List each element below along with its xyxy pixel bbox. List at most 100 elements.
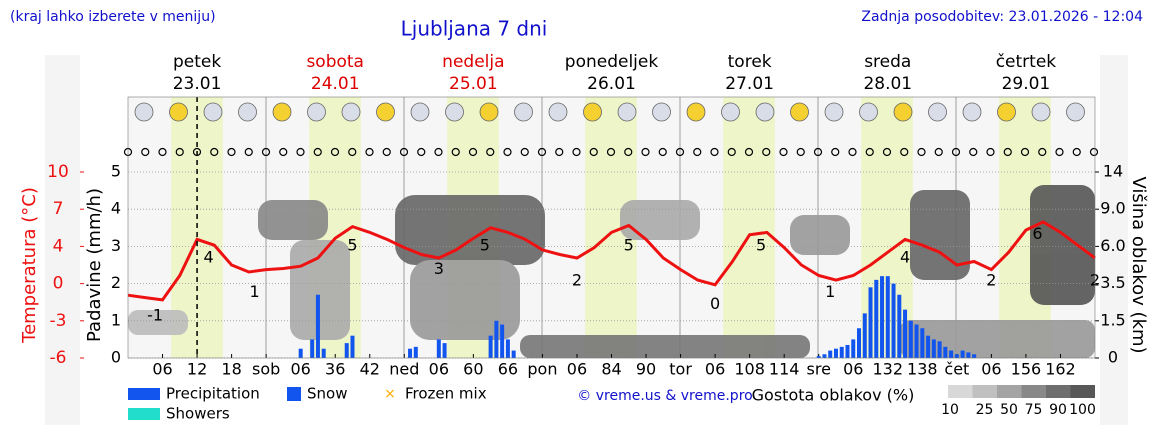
precip-bar [943,346,948,358]
wind-symbol [813,147,823,157]
right-axis-panel [1100,55,1128,425]
cloud [258,200,328,240]
weather-icon [445,102,464,122]
weather-icon [169,102,188,122]
cloud [410,260,520,340]
x-tick-label: sob [252,360,280,379]
precip-bar [966,352,971,358]
cloud [395,195,545,265]
wind-symbol [900,147,909,157]
wind-symbol [141,147,150,157]
precip-bar [926,335,931,358]
precip-bar [908,320,913,358]
wind-symbol [555,147,564,157]
wind-symbol [675,147,685,157]
weather-icon [203,102,223,122]
x-tick-label: 42 [360,360,380,379]
wind-symbol [1003,147,1012,157]
chart-title: Ljubljana 7 dni [401,17,548,41]
x-tick-label: 06 [152,360,172,379]
temp-axis-panel [45,55,80,425]
wind-symbol [744,147,754,157]
wind-symbol [468,147,478,157]
precip-bar [442,343,447,358]
wind-symbol [330,147,340,157]
cloud-tick-label: 1.5 [1100,310,1125,329]
x-tick-label: 108 [734,360,765,379]
x-tick-label: 06 [981,360,1001,379]
wind-symbol [710,147,719,157]
wind-symbol [158,147,167,157]
temp-extreme-label: 5 [756,236,766,255]
wind-symbol [417,147,426,157]
temp-extreme-label: 2 [986,271,996,290]
x-tick-label: 90 [636,360,656,379]
precip-bar [315,294,320,358]
precip-bar [822,354,827,358]
x-tick-label: tor [669,360,692,379]
precip-bar [310,339,315,358]
wind-symbol [434,147,443,157]
wind-symbol [261,147,271,157]
wind-symbol [451,147,460,157]
wind-symbol [175,147,184,157]
weather-icon [859,102,878,122]
weather-icon [1031,102,1051,122]
precip-bar [897,294,902,358]
temp-axis-label: Temperatura (°C) [19,187,40,344]
precip-bar [494,320,499,358]
wind-symbol [1089,147,1099,157]
day-date: 25.01 [449,74,498,94]
day-date: 24.01 [311,74,360,94]
wind-symbol [969,147,978,157]
precip-bar [960,350,965,358]
weather-icon [721,102,740,122]
precip-tick-label: 5 [111,162,121,181]
x-tick-label: 156 [1011,360,1042,379]
precip-bar [845,344,850,358]
precip-tick-label: 1 [111,310,121,329]
x-tick-label: 36 [325,360,345,379]
precip-bar [874,279,879,358]
density-tick-label: 75 [1025,402,1043,418]
density-swatch [948,385,973,398]
precip-bar [885,276,890,358]
wind-symbol [296,147,305,157]
x-tick-label: 162 [1045,360,1076,379]
density-swatch [972,385,997,398]
weather-icon [617,102,637,122]
precip-bar [949,350,954,358]
temp-extreme-label: 1 [825,282,835,301]
wind-symbol [796,147,805,157]
cloud [520,335,810,358]
weather-icon [686,102,706,122]
wind-symbol [882,147,892,157]
day-name: četrtek [996,52,1057,72]
cloud [900,320,1095,358]
wind-symbol [1038,147,1047,157]
cloud [620,200,700,240]
day-name: nedelja [442,52,504,72]
legend-label: Precipitation [166,385,260,403]
x-tick-label: 60 [463,360,483,379]
precip-bar [972,354,977,358]
precip-bar [408,348,413,358]
cloud-tick-label: 14 [1103,162,1123,181]
temp-tick-label: -3 [50,311,67,331]
weather-icon [652,102,671,122]
legend-swatch: × [384,386,396,402]
x-tick-label: 06 [429,360,449,379]
temp-tick-label: 10 [47,162,69,182]
precip-bar [321,348,326,358]
x-tick-label: 12 [187,360,207,379]
wind-symbol [917,147,926,157]
credit: © vreme.us & vreme.pro [577,388,752,404]
density-tick-label: 50 [1000,402,1018,418]
update-time: Zadnja posodobitev: 23.01.2026 - 12:04 [861,9,1143,25]
temp-extreme-label: 5 [480,236,490,255]
temp-extreme-label: 5 [624,236,634,255]
temp-extreme-label: 3 [434,259,444,278]
menu-note: (kraj lahko izberete v meniju) [10,9,216,25]
weather-icon [583,102,602,122]
